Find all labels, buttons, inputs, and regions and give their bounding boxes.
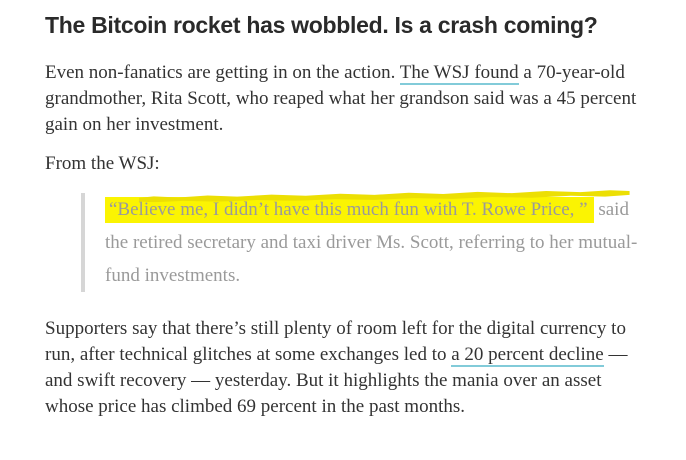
intro-text-before-link: Even non-fanatics are getting in on the … bbox=[45, 61, 400, 83]
article-headline: The Bitcoin rocket has wobbled. Is a cra… bbox=[45, 12, 598, 38]
quote-lead-in: From the WSJ: bbox=[45, 152, 160, 174]
closing-text-before-link: Supporters say that there’s still plenty… bbox=[45, 317, 626, 365]
wsj-found-link[interactable]: The WSJ found bbox=[399, 61, 519, 85]
article-body: The Bitcoin rocket has wobbled. Is a cra… bbox=[0, 0, 686, 420]
closing-text-after-link: — and swift recovery — yesterday. But it… bbox=[45, 343, 628, 417]
quote-remaining-text: said the retired secretary and taxi driv… bbox=[105, 198, 638, 286]
intro-paragraph: Even non-fanatics are getting in on the … bbox=[45, 60, 646, 138]
decline-link[interactable]: a 20 percent decline bbox=[451, 343, 604, 367]
wsj-blockquote: “Believe me, I didn’t have this much fun… bbox=[81, 192, 646, 292]
closing-paragraph: Supporters say that there’s still plenty… bbox=[45, 316, 646, 420]
intro-text-after-link: a 70-year-old grandmother, Rita Scott, w… bbox=[45, 61, 637, 135]
highlighted-quote: “Believe me, I didn’t have this much fun… bbox=[105, 196, 594, 223]
highlighted-quote-text: “Believe me, I didn’t have this much fun… bbox=[109, 198, 588, 220]
